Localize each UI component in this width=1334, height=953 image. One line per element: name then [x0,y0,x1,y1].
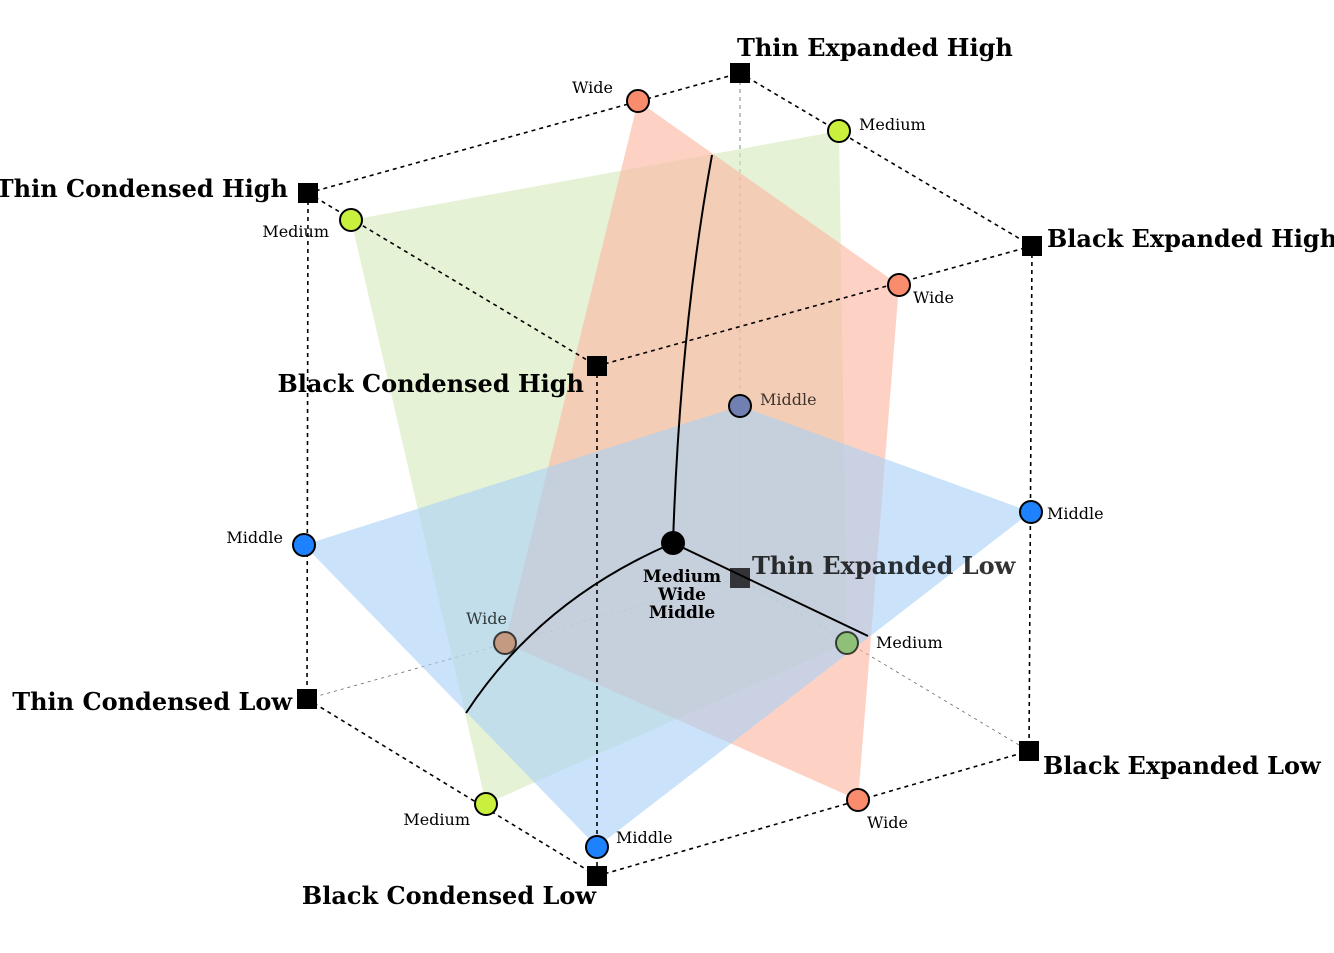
vertex-thin-expanded-high [730,63,750,83]
label-black-expanded-low: Black Expanded Low [1043,751,1322,780]
label-middle-bottom: Middle [616,828,673,847]
point-medium-top-left [339,208,363,232]
label-black-condensed-low: Black Condensed Low [302,881,597,910]
vertex-thin-condensed-high [298,183,318,203]
label-middle-right: Middle [1047,504,1104,523]
point-middle-right [1019,500,1043,524]
edge-right-vertical [1028,245,1033,752]
intersection-line-right [672,542,869,637]
label-wide-back-left: Wide [466,609,507,628]
edge-bottom-left [306,698,598,877]
label-black-condensed-high: Black Condensed High [277,369,584,398]
label-middle-left: Middle [226,528,283,547]
label-medium-bottom-left: Medium [403,810,470,829]
center-label-wide: Wide [657,585,706,605]
edge-left-vertical [306,192,309,700]
point-medium-bottom-left [474,792,498,816]
vertex-black-expanded-high [1022,236,1042,256]
vertex-black-condensed-low [587,866,607,886]
middle-plane [304,406,1031,847]
center-point [661,531,685,555]
vertex-thin-expanded-low [730,568,750,588]
label-thin-condensed-low: Thin Condensed Low [12,687,293,716]
label-thin-expanded-low: Thin Expanded Low [752,551,1017,580]
edge-top-left [307,72,741,194]
point-middle-bottom [585,835,609,859]
center-label-medium: Medium [643,567,721,587]
label-black-expanded-high: Black Expanded High [1047,224,1334,253]
point-medium-top-right [827,119,851,143]
edge-top-right [739,72,1033,247]
label-middle-back: Middle [760,390,817,409]
label-medium-top-left: Medium [262,222,329,241]
vertex-thin-condensed-low [297,689,317,709]
point-wide-bottom-right [846,788,870,812]
point-wide-top [626,89,650,113]
intersection-curve-upper [672,154,713,544]
label-wide-right: Wide [913,288,954,307]
label-wide-bottom-right: Wide [867,813,908,832]
label-medium-top-right: Medium [859,115,926,134]
center-label-middle: Middle [649,603,716,623]
vertex-black-expanded-low [1019,741,1039,761]
vertex-black-condensed-high [587,356,607,376]
point-middle-back [728,394,752,418]
label-thin-expanded-high: Thin Expanded High [737,33,1013,62]
point-medium-back-right [835,631,859,655]
point-wide-right [887,273,911,297]
point-middle-left [292,533,316,557]
label-wide-top: Wide [572,78,613,97]
intersection-curve-lower [465,542,674,714]
label-medium-back-right: Medium [876,633,943,652]
edge-top-front-right [596,245,1033,367]
edge-bottom-right [596,750,1030,877]
point-wide-back-left [493,631,517,655]
label-thin-condensed-high: Thin Condensed High [0,174,288,203]
